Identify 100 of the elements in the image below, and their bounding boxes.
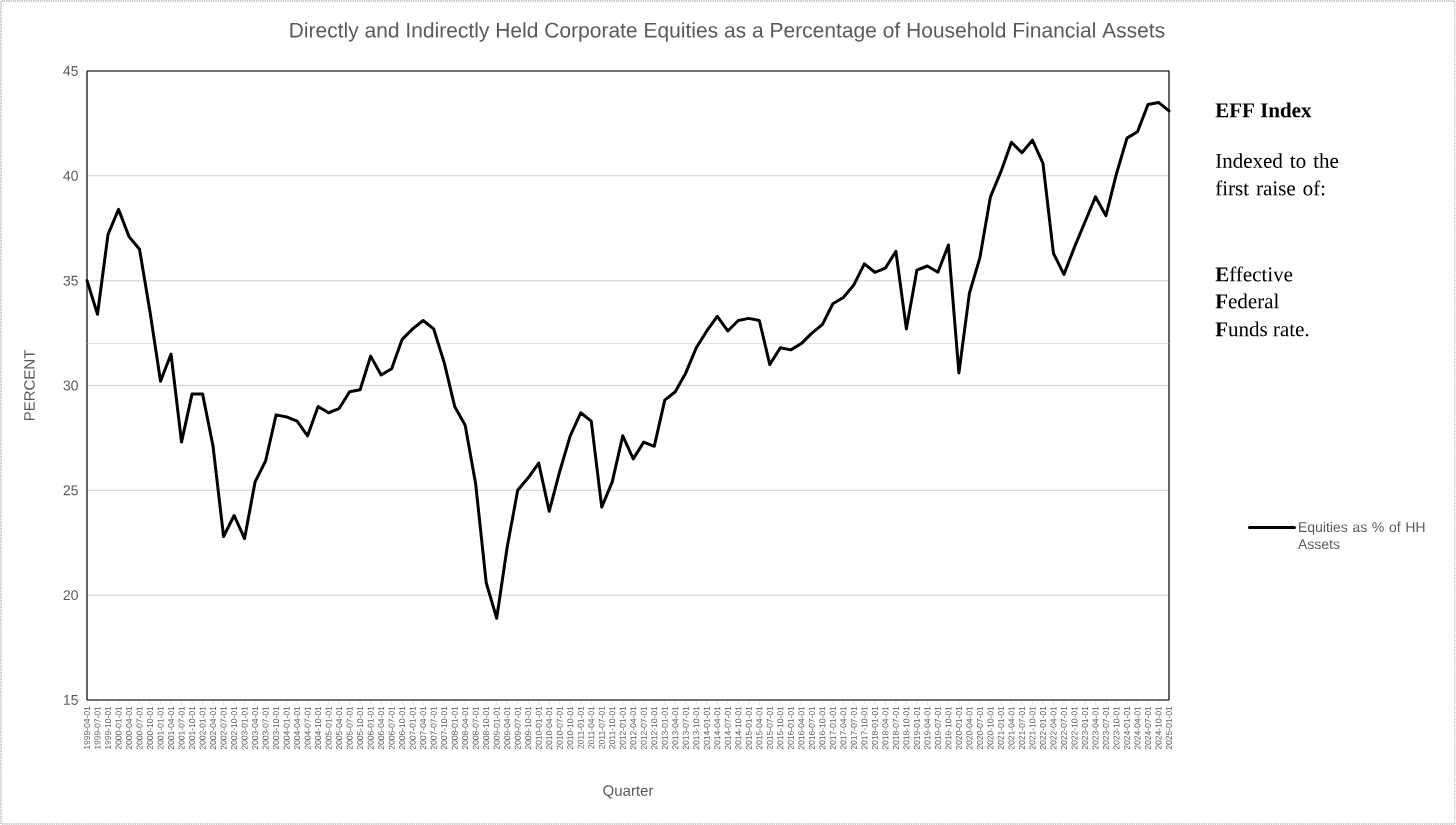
x-tick-label: 2021-04-01 bbox=[1008, 706, 1015, 750]
x-tick-label: 2016-10-01 bbox=[819, 706, 826, 750]
x-tick-label: 2000-07-01 bbox=[136, 706, 143, 750]
x-tick-label: 2024-07-01 bbox=[1144, 706, 1151, 750]
x-axis-title: Quarter bbox=[603, 785, 654, 799]
x-tick-label: 2021-10-01 bbox=[1029, 706, 1036, 750]
y-tick-label: 30 bbox=[63, 380, 78, 391]
x-tick-label: 2000-10-01 bbox=[147, 706, 154, 750]
x-tick-label: 2000-04-01 bbox=[126, 706, 133, 750]
x-tick-label: 2022-07-01 bbox=[1060, 706, 1067, 750]
x-tick-label: 2002-01-01 bbox=[199, 706, 206, 750]
x-tick-label: 2012-10-01 bbox=[651, 706, 658, 750]
x-tick-label: 2003-01-01 bbox=[241, 706, 248, 750]
x-tick-label: 2003-07-01 bbox=[262, 706, 269, 750]
x-tick-label: 2022-04-01 bbox=[1050, 706, 1057, 750]
x-tick-label: 2007-01-01 bbox=[409, 706, 416, 750]
x-tick-label: 2011-01-01 bbox=[577, 706, 584, 749]
x-tick-label: 2017-07-01 bbox=[850, 706, 857, 750]
x-tick-label: 2019-07-01 bbox=[934, 706, 941, 750]
x-tick-label: 2024-01-01 bbox=[1123, 706, 1130, 750]
x-tick-label: 2015-01-01 bbox=[745, 706, 752, 750]
x-tick-label: 2016-04-01 bbox=[798, 706, 805, 750]
x-tick-label: 2020-04-01 bbox=[966, 706, 973, 750]
x-tick-label: 2023-04-01 bbox=[1092, 706, 1099, 750]
x-tick-label: 2018-10-01 bbox=[903, 706, 910, 750]
x-tick-label: 2011-04-01 bbox=[588, 706, 595, 749]
x-tick-label: 2002-07-01 bbox=[220, 706, 227, 750]
x-tick-label: 2008-10-01 bbox=[483, 706, 490, 750]
text: Funds rate. bbox=[1215, 321, 1309, 337]
x-tick-label: 2011-07-01 bbox=[598, 706, 605, 749]
x-tick-label: 2018-07-01 bbox=[892, 706, 899, 750]
x-tick-label: 2018-01-01 bbox=[871, 706, 878, 750]
x-tick-label: 2013-04-01 bbox=[672, 706, 679, 750]
x-tick-label: 2014-07-01 bbox=[724, 706, 731, 750]
x-tick-label: 2001-10-01 bbox=[189, 706, 196, 750]
x-tick-label: 2017-04-01 bbox=[840, 706, 847, 750]
x-tick-label: 1999-04-01 bbox=[84, 706, 91, 750]
y-tick-label: 15 bbox=[63, 695, 78, 705]
x-tick-label: 2019-10-01 bbox=[945, 706, 952, 750]
x-tick-label: 2004-10-01 bbox=[315, 706, 322, 750]
text: Effective bbox=[1215, 266, 1293, 282]
x-tick-label: 2015-07-01 bbox=[766, 706, 773, 750]
x-tick-label: 2025-01-01 bbox=[1166, 706, 1173, 750]
x-tick-label: 2022-10-01 bbox=[1071, 706, 1078, 750]
x-tick-label: 2014-01-01 bbox=[703, 706, 710, 750]
x-tick-label: 1999-10-01 bbox=[105, 706, 112, 750]
x-tick-label: 2003-10-01 bbox=[273, 706, 280, 750]
x-tick-label: 2020-01-01 bbox=[955, 706, 962, 750]
x-tick-label: 2006-10-01 bbox=[399, 706, 406, 750]
x-tick-label: 2021-01-01 bbox=[997, 706, 1004, 750]
x-tick-label: 2008-01-01 bbox=[451, 706, 458, 750]
x-tick-label: 2004-04-01 bbox=[294, 706, 301, 750]
text: Federal bbox=[1215, 293, 1279, 309]
x-tick-label: 2002-04-01 bbox=[210, 706, 217, 750]
x-tick-label: 2012-01-01 bbox=[619, 706, 626, 750]
x-tick-label: 2001-01-01 bbox=[157, 706, 164, 750]
x-tick-label: 2010-07-01 bbox=[556, 706, 563, 750]
x-tick-label: 2020-07-01 bbox=[976, 706, 983, 750]
text: Indexed to the first raise of: bbox=[1215, 153, 1339, 196]
x-tick-label: 2009-04-01 bbox=[504, 706, 511, 750]
x-tick-label: 2003-04-01 bbox=[252, 706, 259, 750]
x-tick-label: 2014-04-01 bbox=[714, 706, 721, 750]
x-tick-label: 2010-01-01 bbox=[535, 706, 542, 750]
x-tick-label: 2013-01-01 bbox=[661, 706, 668, 750]
x-tick-label: 2022-01-01 bbox=[1039, 706, 1046, 750]
x-tick-label: 2017-10-01 bbox=[861, 706, 868, 750]
x-tick-label: 2010-10-01 bbox=[567, 706, 574, 750]
y-tick-label: 20 bbox=[63, 590, 78, 601]
x-tick-label: 2006-04-01 bbox=[378, 706, 385, 750]
x-tick-label: 2009-10-01 bbox=[525, 706, 532, 750]
x-tick-label: 2016-01-01 bbox=[787, 706, 794, 750]
x-tick-label: 2024-04-01 bbox=[1134, 706, 1141, 750]
y-axis-title: PERCENT bbox=[24, 350, 35, 421]
x-tick-label: 2008-04-01 bbox=[462, 706, 469, 750]
x-tick-label: 2001-07-01 bbox=[178, 706, 185, 750]
x-tick-label: 2005-04-01 bbox=[336, 706, 343, 750]
x-tick-label: 2009-01-01 bbox=[493, 706, 500, 750]
x-tick-label: 2007-10-01 bbox=[441, 706, 448, 750]
x-tick-label: 2002-10-01 bbox=[231, 706, 238, 750]
x-tick-label: 2007-07-01 bbox=[430, 706, 437, 750]
x-tick-label: 2004-01-01 bbox=[283, 706, 290, 750]
x-tick-label: 2020-10-01 bbox=[987, 706, 994, 750]
x-tick-label: 2019-01-01 bbox=[913, 706, 920, 750]
text: EFF Index bbox=[1215, 102, 1312, 118]
x-tick-label: 2009-07-01 bbox=[514, 706, 521, 750]
x-tick-label: 2011-10-01 bbox=[609, 706, 616, 749]
x-tick-label: 2016-07-01 bbox=[808, 706, 815, 750]
x-tick-label: 2007-04-01 bbox=[420, 706, 427, 750]
x-tick-label: 2013-07-01 bbox=[682, 706, 689, 750]
x-tick-label: 2018-04-01 bbox=[882, 706, 889, 750]
x-tick-label: 2012-07-01 bbox=[640, 706, 647, 750]
x-tick-label: 2008-07-01 bbox=[472, 706, 479, 750]
y-tick-label: 25 bbox=[63, 485, 78, 496]
x-tick-label: 2000-01-01 bbox=[115, 706, 122, 750]
x-tick-label: 2023-01-01 bbox=[1081, 706, 1088, 750]
x-tick-label: 1999-07-01 bbox=[94, 706, 101, 750]
y-tick-label: 40 bbox=[63, 170, 78, 181]
x-tick-label: 2015-04-01 bbox=[756, 706, 763, 750]
y-tick-label: 45 bbox=[63, 66, 78, 76]
x-tick-label: 2013-10-01 bbox=[693, 706, 700, 750]
